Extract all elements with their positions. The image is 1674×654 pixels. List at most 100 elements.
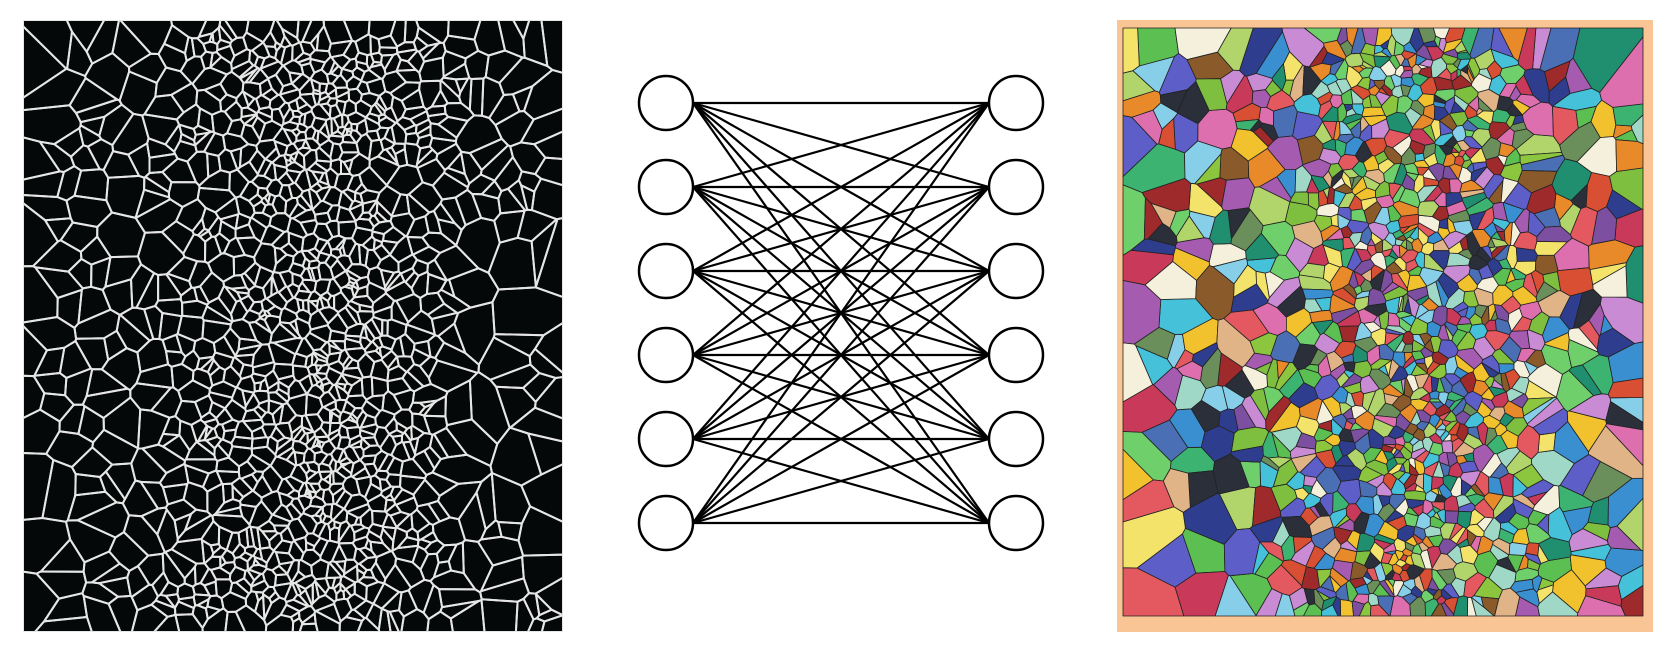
segmented-region — [1510, 267, 1527, 280]
segmented-region — [1444, 597, 1459, 615]
graph-edge — [692, 270, 990, 524]
segmented-region — [1416, 184, 1439, 203]
cell-outline — [328, 344, 344, 356]
cell-outline — [368, 138, 385, 162]
cell-outline — [401, 370, 425, 393]
segmented-region — [1221, 177, 1255, 211]
segmented-region — [1361, 27, 1379, 47]
segmented-region — [1217, 27, 1254, 71]
cell-outline — [259, 224, 286, 246]
cell-outline — [340, 159, 352, 175]
cell-outline — [222, 365, 243, 389]
cell-outline — [161, 434, 191, 462]
cell-outline — [345, 426, 362, 441]
segmented-region — [1525, 349, 1547, 369]
segmented-region — [1511, 376, 1530, 395]
cell-outline — [141, 113, 181, 146]
cell-outline — [367, 493, 388, 513]
segmented-region — [1562, 506, 1593, 535]
segmented-region — [1309, 309, 1333, 323]
segmented-region — [1456, 510, 1472, 529]
cell-outline — [304, 393, 324, 417]
cell-outline — [403, 142, 422, 168]
segmented-region — [1296, 415, 1320, 438]
cell-outline — [215, 44, 236, 65]
segmented-region — [1122, 27, 1140, 74]
cell-outline — [263, 596, 288, 627]
segmented-region — [1599, 36, 1644, 108]
segmented-region — [1338, 325, 1359, 343]
segmented-region — [1388, 182, 1402, 200]
cell-outline — [275, 20, 300, 39]
cell-outline — [386, 318, 408, 341]
cell-outline — [128, 52, 168, 84]
cell-outline — [369, 51, 383, 64]
cell-outline — [90, 256, 112, 291]
cell-outline — [229, 581, 250, 600]
cell-outline — [297, 481, 309, 498]
cell-outline — [369, 474, 382, 491]
segmented-region — [1177, 81, 1210, 125]
graph-edge — [692, 101, 990, 189]
segmented-region — [1174, 571, 1229, 617]
segmented-region — [1394, 436, 1406, 447]
segmented-region — [1438, 217, 1449, 230]
cell-outline — [250, 372, 267, 385]
segmented-region — [1446, 391, 1465, 402]
cell-outline — [312, 222, 334, 243]
segmented-region — [1445, 420, 1458, 433]
cell-outline — [247, 285, 267, 304]
cell-outline — [164, 498, 198, 522]
colored-regions — [1122, 27, 1644, 617]
segmented-region — [1310, 526, 1336, 550]
segmented-region — [1391, 272, 1408, 292]
segmented-region — [1412, 334, 1426, 347]
segmented-region — [1481, 362, 1500, 378]
bipartite-graph — [637, 74, 1045, 552]
cell-outline — [413, 340, 432, 358]
cell-outline — [316, 180, 331, 190]
segmented-region — [1367, 287, 1387, 307]
segmented-region — [1415, 43, 1433, 61]
cell-outline — [329, 502, 345, 522]
segmented-region — [1255, 31, 1290, 79]
cell-outline — [126, 565, 151, 598]
cell-outline — [287, 517, 309, 542]
cell-outline — [522, 20, 549, 67]
cell-outline — [288, 202, 308, 220]
cell-outline — [248, 320, 273, 346]
cell-outline — [480, 556, 525, 593]
segmented-region — [1143, 197, 1163, 240]
segmented-region — [1527, 491, 1548, 506]
cell-outline — [263, 309, 272, 318]
cell-outline — [344, 322, 366, 338]
cell-outline — [227, 445, 254, 468]
segmented-region — [1495, 318, 1512, 335]
cell-outline — [243, 568, 256, 587]
segmented-region — [1412, 428, 1426, 441]
segmented-region — [1428, 162, 1445, 183]
segmented-region — [1407, 83, 1424, 102]
cell-outline — [443, 166, 471, 189]
cell-outline — [224, 610, 247, 632]
segmented-region — [1508, 542, 1528, 556]
segmented-region — [1300, 507, 1319, 526]
cell-outline — [491, 286, 563, 337]
segmented-region — [1434, 88, 1456, 102]
cell-outline — [388, 609, 405, 632]
cell-outline — [351, 445, 365, 462]
segmented-region — [1446, 544, 1463, 565]
cell-outline — [514, 597, 535, 632]
cell-outline — [344, 347, 367, 363]
cell-outline — [357, 576, 380, 588]
segmented-region — [1453, 366, 1469, 379]
cell-outline — [377, 113, 388, 123]
cell-outline — [321, 488, 335, 506]
segmented-region — [1383, 542, 1397, 553]
cell-outline — [56, 165, 83, 202]
segmented-region — [1400, 58, 1411, 67]
cell-outline — [209, 366, 227, 387]
segmented-region — [1397, 295, 1403, 313]
segmented-region — [1426, 281, 1443, 307]
segmented-region — [1174, 374, 1207, 411]
